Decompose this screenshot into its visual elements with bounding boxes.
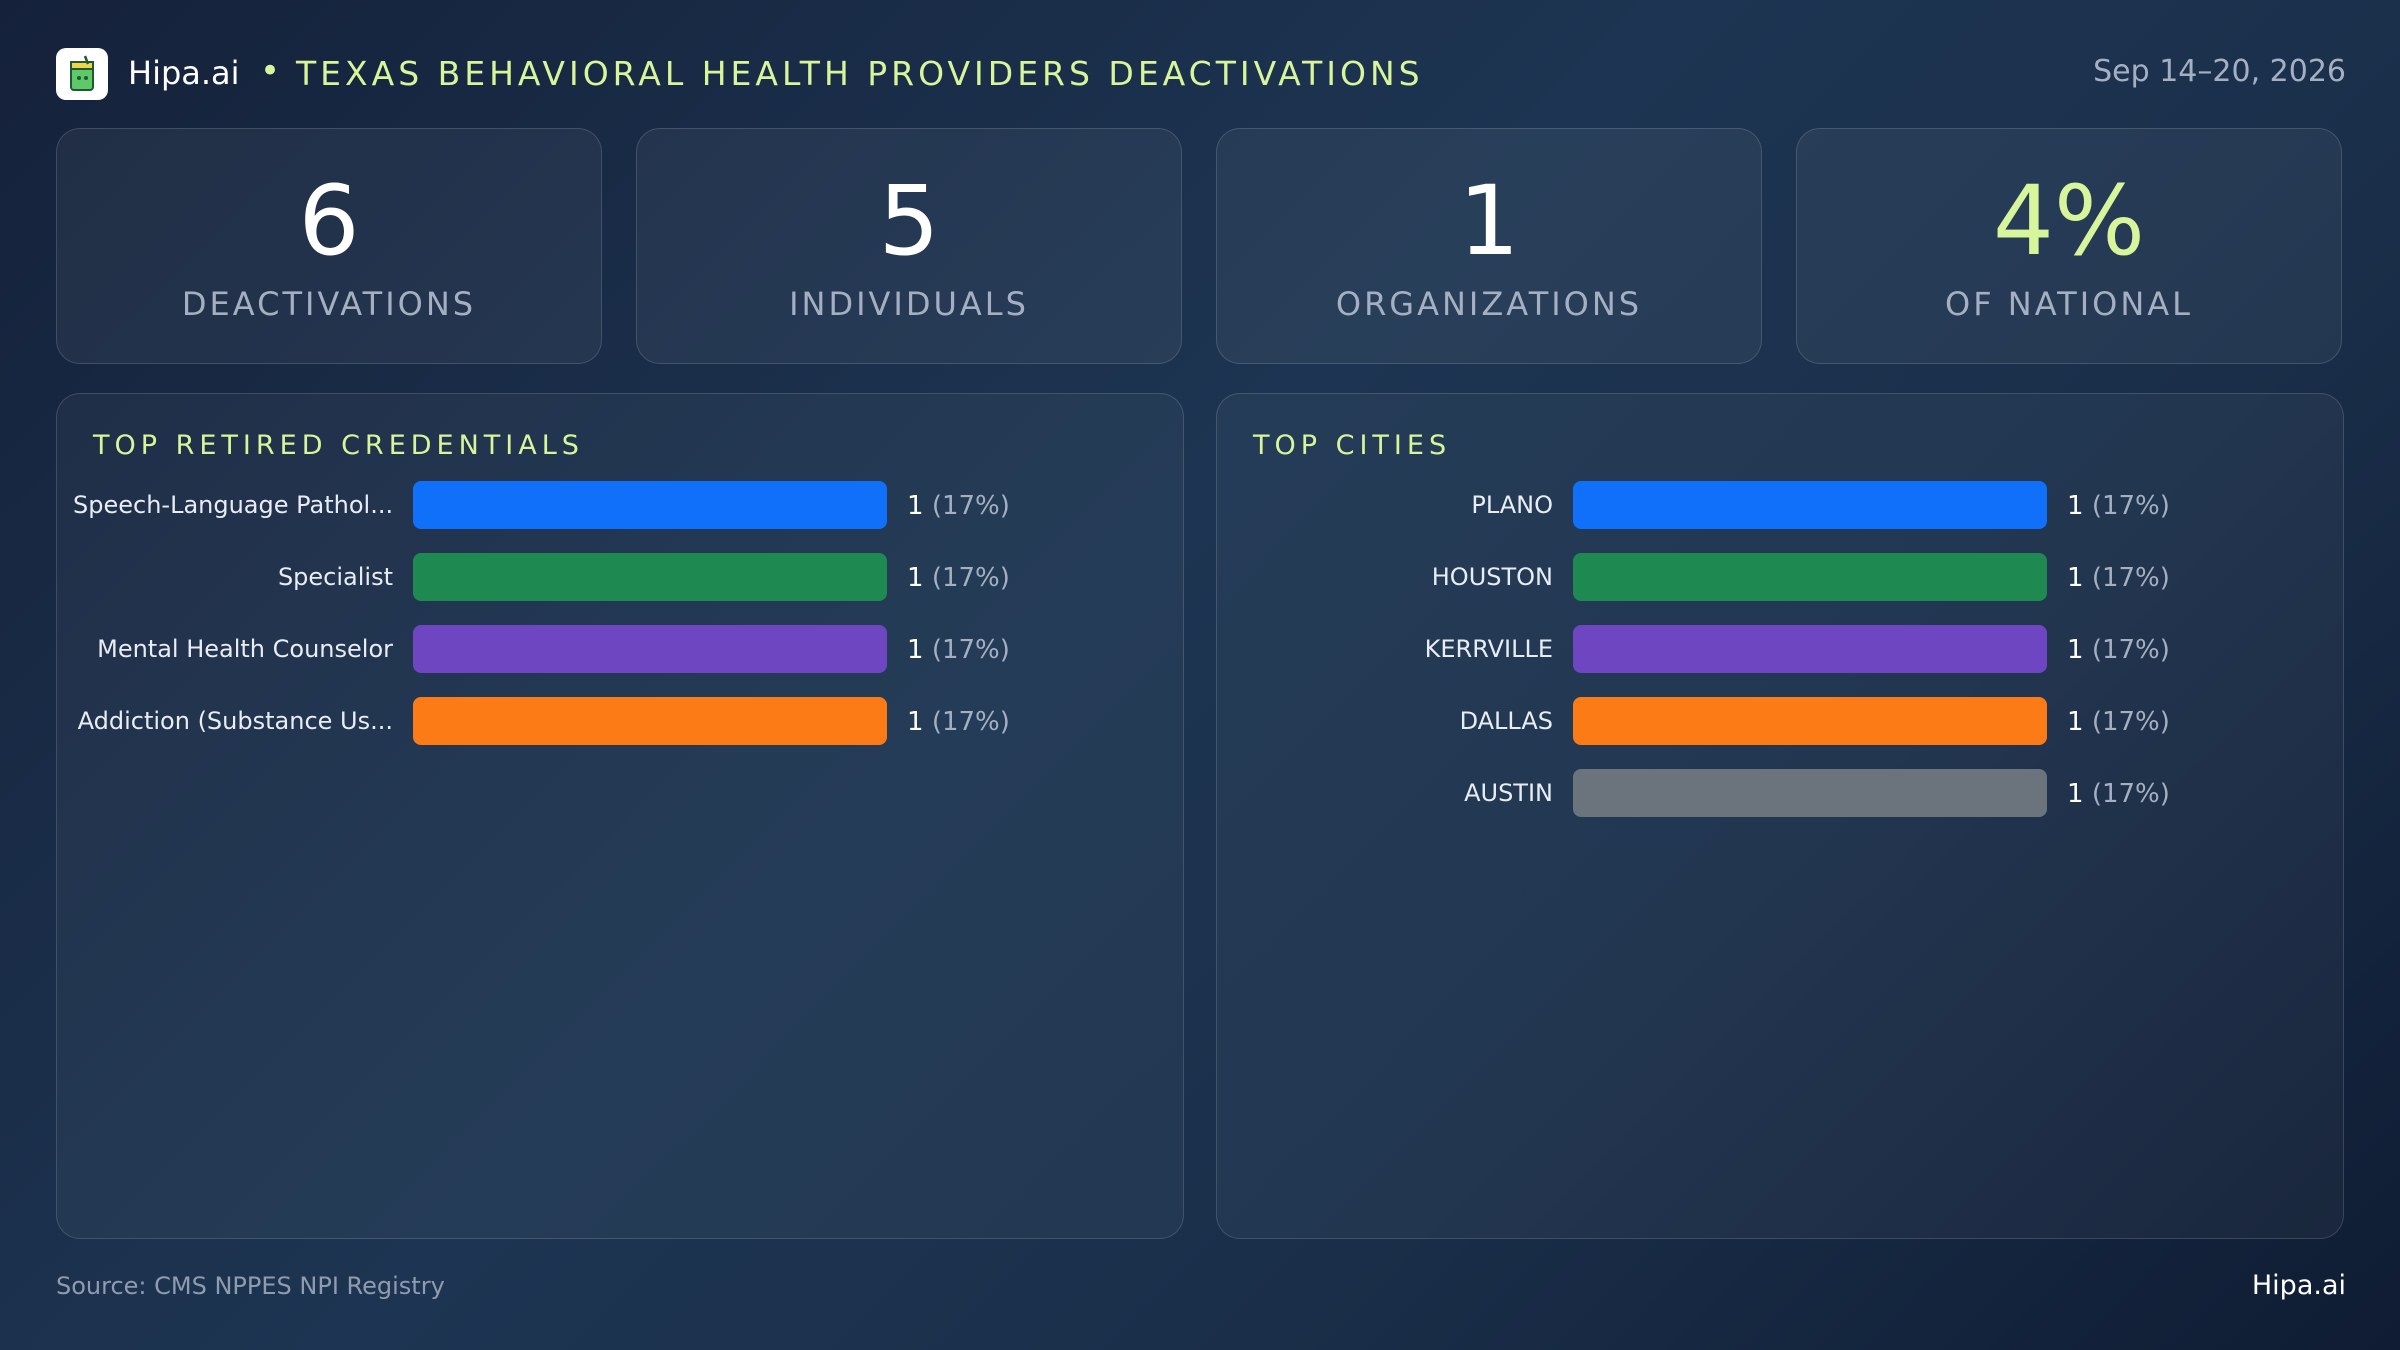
bar <box>1573 553 2047 601</box>
bar <box>413 697 887 745</box>
bar-category-label: AUSTIN <box>1464 779 1553 807</box>
kpi-value: 1 <box>1458 165 1520 277</box>
bar-category-label: Addiction (Substance Us... <box>77 707 393 735</box>
kpi-label: DEACTIVATIONS <box>181 285 477 323</box>
bar-value: 1 <box>907 563 932 593</box>
bar <box>413 481 887 529</box>
bar-category-label: DALLAS <box>1459 707 1553 735</box>
chart-title: TOP RETIRED CREDENTIALS <box>93 430 584 461</box>
bar-value-label: 1 (17%) <box>907 563 1010 593</box>
kpi-label: INDIVIDUALS <box>789 285 1029 323</box>
kpi-value: 6 <box>298 165 360 277</box>
bar-value-label: 1 (17%) <box>907 635 1010 665</box>
bar-row: DALLAS 1 (17%) <box>1217 697 2343 747</box>
footer-brand: Hipa.ai <box>2251 1270 2346 1301</box>
header: Hipa.ai • TEXAS BEHAVIORAL HEALTH PROVID… <box>56 46 2346 102</box>
kpi-value: 4% <box>1992 165 2146 277</box>
bar-value-label: 1 (17%) <box>2067 779 2170 809</box>
bar-row: Specialist 1 (17%) <box>57 553 1183 603</box>
bar-row: KERRVILLE 1 (17%) <box>1217 625 2343 675</box>
kpi-label: ORGANIZATIONS <box>1335 285 1643 323</box>
kpi-card-national-share: 4% OF NATIONAL <box>1796 128 2342 364</box>
bar-category-label: KERRVILLE <box>1424 635 1553 663</box>
bar-value: 1 <box>2067 779 2092 809</box>
bar <box>1573 481 2047 529</box>
title-separator: • <box>260 51 281 91</box>
bar-percent: (17%) <box>931 707 1010 737</box>
bar-value-label: 1 (17%) <box>2067 563 2170 593</box>
bar-row: Mental Health Counselor 1 (17%) <box>57 625 1183 675</box>
kpi-card-deactivations: 6 DEACTIVATIONS <box>56 128 602 364</box>
bar-value-label: 1 (17%) <box>2067 491 2170 521</box>
bar-category-label: Mental Health Counselor <box>97 635 393 663</box>
bar-value: 1 <box>907 635 932 665</box>
kpi-card-organizations: 1 ORGANIZATIONS <box>1216 128 1762 364</box>
bar-row: Speech-Language Pathol... 1 (17%) <box>57 481 1183 531</box>
bar-value: 1 <box>907 491 932 521</box>
bar <box>413 553 887 601</box>
bar-value-label: 1 (17%) <box>907 491 1010 521</box>
bar-value: 1 <box>2067 635 2092 665</box>
source-note: Source: CMS NPPES NPI Registry <box>56 1272 445 1300</box>
bar-row: HOUSTON 1 (17%) <box>1217 553 2343 603</box>
bar-category-label: PLANO <box>1471 491 1553 519</box>
bar-percent: (17%) <box>2091 491 2170 521</box>
bar <box>1573 769 2047 817</box>
bar-percent: (17%) <box>2091 779 2170 809</box>
cup-icon <box>70 55 94 91</box>
bar-value-label: 1 (17%) <box>2067 635 2170 665</box>
credentials-chart-panel: TOP RETIRED CREDENTIALS Speech-Language … <box>56 393 1184 1239</box>
bar-value-label: 1 (17%) <box>2067 707 2170 737</box>
bar-percent: (17%) <box>2091 707 2170 737</box>
chart-title: TOP CITIES <box>1253 430 1452 461</box>
bar-percent: (17%) <box>931 563 1010 593</box>
bar <box>413 625 887 673</box>
bar-category-label: Speech-Language Pathol... <box>73 491 393 519</box>
bar-category-label: Specialist <box>277 563 393 591</box>
brand-name: Hipa.ai <box>128 54 240 92</box>
bar-percent: (17%) <box>931 491 1010 521</box>
bar-percent: (17%) <box>931 635 1010 665</box>
bar-row: PLANO 1 (17%) <box>1217 481 2343 531</box>
kpi-value: 5 <box>878 165 940 277</box>
bar-value: 1 <box>907 707 932 737</box>
logo <box>56 48 108 100</box>
date-range: Sep 14–20, 2026 <box>2093 54 2346 89</box>
bar-row: Addiction (Substance Us... 1 (17%) <box>57 697 1183 747</box>
kpi-label: OF NATIONAL <box>1945 285 2193 323</box>
bar-row: AUSTIN 1 (17%) <box>1217 769 2343 819</box>
bar-value: 1 <box>2067 563 2092 593</box>
bar-category-label: HOUSTON <box>1431 563 1553 591</box>
bar <box>1573 625 2047 673</box>
cities-chart-panel: TOP CITIES PLANO 1 (17%) HOUSTON 1 (17%) KER… <box>1216 393 2344 1239</box>
bar-value: 1 <box>2067 707 2092 737</box>
bar-percent: (17%) <box>2091 635 2170 665</box>
bar <box>1573 697 2047 745</box>
bar-percent: (17%) <box>2091 563 2170 593</box>
bar-value: 1 <box>2067 491 2092 521</box>
page-title: TEXAS BEHAVIORAL HEALTH PROVIDERS DEACTI… <box>296 54 1424 93</box>
bar-value-label: 1 (17%) <box>907 707 1010 737</box>
kpi-card-individuals: 5 INDIVIDUALS <box>636 128 1182 364</box>
